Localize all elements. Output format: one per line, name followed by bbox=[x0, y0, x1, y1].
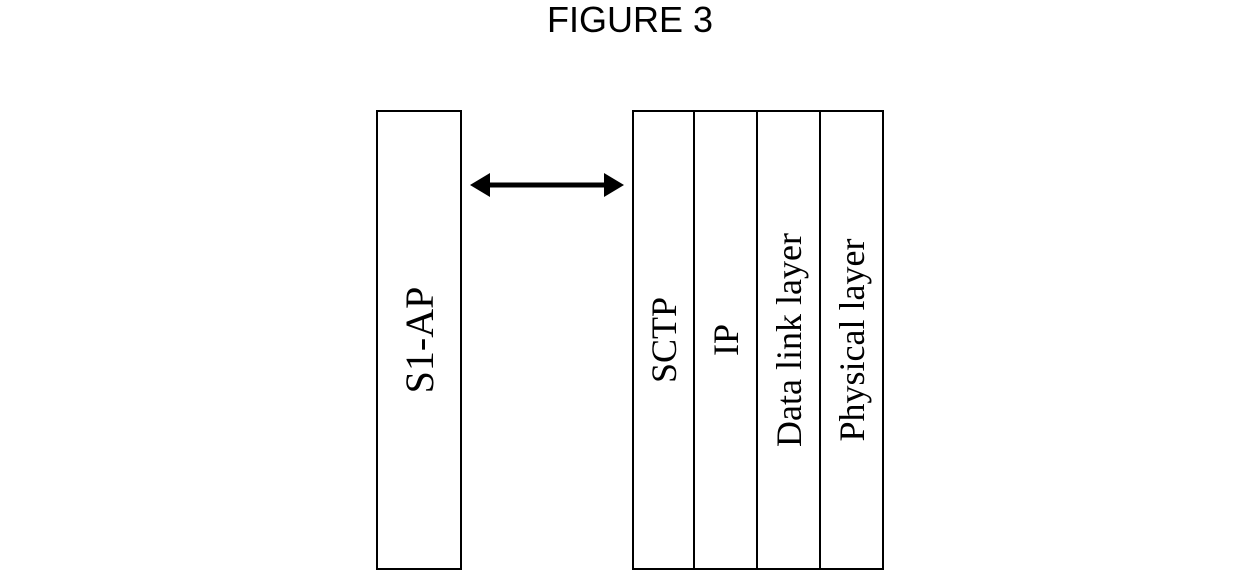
stack-label: IP bbox=[705, 324, 747, 356]
diagram-main-row: S1-AP SCTP IP Data link layer bbox=[376, 0, 884, 570]
diagram-column: S1-AP SCTP IP Data link layer bbox=[376, 110, 884, 570]
stack-row: Data link layer bbox=[758, 110, 821, 570]
stack-label: SCTP bbox=[643, 297, 685, 383]
top-layer-label: S1-AP bbox=[396, 287, 443, 394]
top-layer-box: S1-AP bbox=[376, 110, 462, 570]
stack-label: Data link layer bbox=[768, 233, 810, 447]
double-arrow-icon bbox=[462, 110, 632, 570]
stack-label: Physical layer bbox=[831, 239, 873, 442]
stack-row: Physical layer bbox=[821, 110, 884, 570]
stack-row: IP bbox=[695, 110, 758, 570]
arrow-zone bbox=[462, 110, 632, 570]
figure-caption: FIGURE 3 bbox=[600, 0, 660, 41]
stack-row: SCTP bbox=[632, 110, 695, 570]
diagram-rotated-container: S1-AP SCTP IP Data link layer bbox=[376, 0, 884, 570]
protocol-stack: SCTP IP Data link layer Physical layer bbox=[632, 110, 884, 570]
figure-caption-text: FIGURE 3 bbox=[547, 0, 713, 41]
